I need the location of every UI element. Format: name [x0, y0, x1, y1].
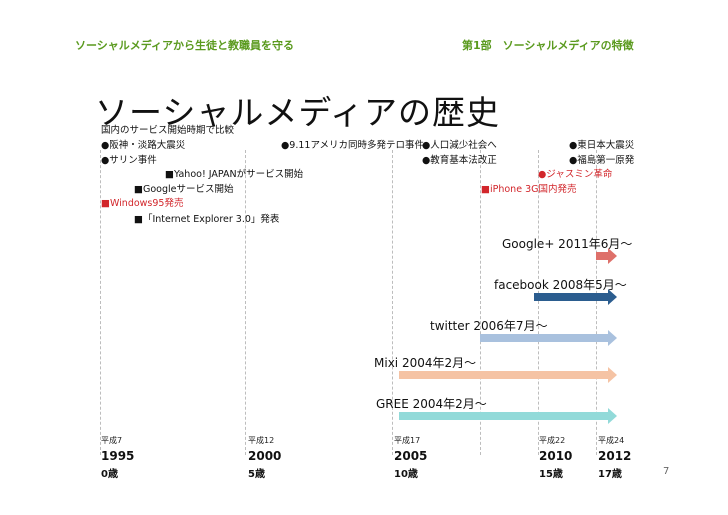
age-label: 15歳 — [539, 469, 563, 480]
event-population: ●人口減少社会へ — [422, 140, 497, 151]
year-label: 1995 — [101, 449, 135, 463]
bar-facebook — [534, 293, 608, 301]
year-label: 2005 — [394, 449, 428, 463]
year-label: 2000 — [248, 449, 282, 463]
event-google: ■Googleサービス開始 — [134, 184, 234, 195]
era-label: 平成22 — [539, 436, 566, 445]
gridline-2012 — [596, 150, 597, 455]
year-label: 2010 — [539, 449, 573, 463]
gridline-2005 — [392, 150, 393, 455]
year-label: 2012 — [598, 449, 632, 463]
age-label: 0歳 — [101, 469, 118, 480]
event-iphone: ■iPhone 3G国内発売 — [481, 184, 577, 195]
gridline-2000 — [245, 150, 246, 455]
label-facebook: facebook 2008年5月～ — [494, 278, 627, 292]
bar-twitter — [480, 334, 608, 342]
event-education: ●教育基本法改正 — [422, 155, 497, 166]
gridline-2008 — [480, 150, 481, 455]
arrowhead-twitter — [608, 330, 617, 346]
event-earthquake: ●東日本大震災 — [569, 140, 635, 151]
arrowhead-facebook — [608, 289, 617, 305]
age-label: 10歳 — [394, 469, 418, 480]
event-windows95: ■Windows95発売 — [101, 198, 184, 209]
age-label: 17歳 — [598, 469, 622, 480]
age-label: 5歳 — [248, 469, 265, 480]
bar-mixi — [399, 371, 608, 379]
event-sept11: ●9.11アメリカ同時多発テロ事件 — [281, 140, 424, 151]
label-twitter: twitter 2006年7月～ — [430, 319, 548, 333]
era-label: 平成12 — [248, 436, 275, 445]
arrowhead-google-plus — [608, 248, 617, 264]
era-label: 平成17 — [394, 436, 421, 445]
arrowhead-gree — [608, 408, 617, 424]
bar-gree — [399, 412, 608, 420]
page-title: ソーシャルメディアの歴史 — [95, 93, 501, 132]
event-hanshin: ●阪神・淡路大震災 — [101, 140, 186, 151]
event-fukushima: ●福島第一原発 — [569, 155, 635, 166]
label-mixi: Mixi 2004年2月～ — [374, 356, 477, 370]
label-gree: GREE 2004年2月～ — [376, 397, 487, 411]
bar-google-plus — [596, 252, 608, 260]
events-heading: 国内のサービス開始時期で比較 — [101, 125, 235, 136]
header-right-section: 第1部 ソーシャルメディアの特徴 — [462, 39, 634, 52]
era-label: 平成24 — [598, 436, 625, 445]
gridline-1995 — [100, 150, 101, 455]
event-jasmine: ●ジャスミン革命 — [538, 169, 613, 180]
arrowhead-mixi — [608, 367, 617, 383]
page-number: 7 — [663, 466, 670, 477]
gridline-2010 — [538, 150, 539, 455]
event-sarin: ●サリン事件 — [101, 155, 157, 166]
label-google-plus: Google+ 2011年6月～ — [502, 237, 633, 251]
header-left-title: ソーシャルメディアから生徒と教職員を守る — [75, 39, 295, 52]
era-label: 平成7 — [101, 436, 123, 445]
event-yahoo: ■Yahoo! JAPANがサービス開始 — [165, 169, 304, 180]
event-ie3: ■「Internet Explorer 3.0」発表 — [134, 214, 280, 225]
